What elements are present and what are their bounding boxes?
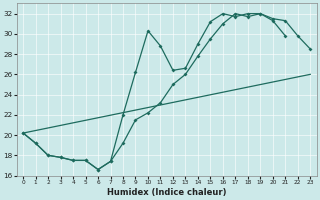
X-axis label: Humidex (Indice chaleur): Humidex (Indice chaleur): [107, 188, 227, 197]
